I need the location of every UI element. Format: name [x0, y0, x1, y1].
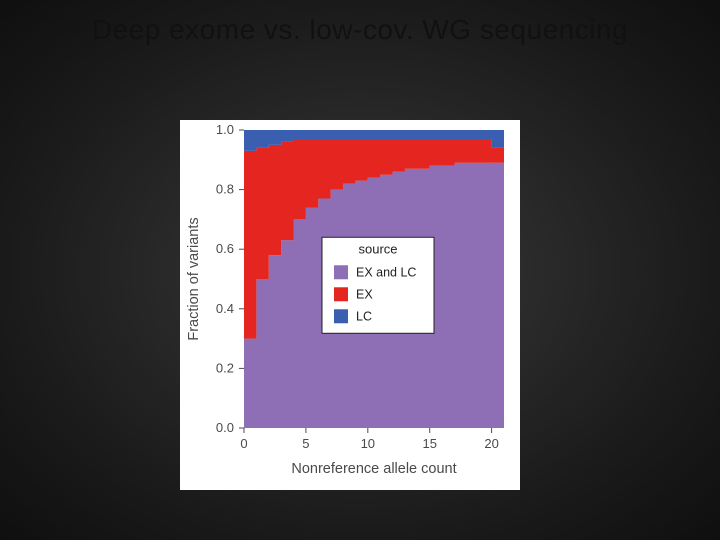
x-tick-label: 15	[422, 436, 436, 451]
y-tick-label: 0.8	[216, 182, 234, 197]
slide: Deep exome vs. low-cov. WG sequencing 0 5…	[0, 0, 720, 540]
x-axis-label: Nonreference allele count	[291, 461, 456, 477]
y-tick-label: 0.6	[216, 241, 234, 256]
legend-label: EX and LC	[356, 265, 416, 279]
chart-container: 0 5 10 15 20 0.0 0.2 0.4 0.6 0.8 1.0 Fraction of va…	[180, 120, 520, 490]
slide-title: Deep exome vs. low-cov. WG sequencing	[0, 14, 720, 46]
y-tick-label: 1.0	[216, 122, 234, 137]
legend-swatch	[334, 287, 348, 301]
y-axis-label: Fraction of variants	[186, 217, 202, 340]
x-tick-label: 5	[302, 436, 309, 451]
legend: source EX and LC EX LC	[322, 237, 434, 333]
legend-title: source	[358, 241, 397, 256]
stacked-area-chart: 0 5 10 15 20 0.0 0.2 0.4 0.6 0.8 1.0 Fraction of va…	[180, 120, 520, 490]
x-tick-label: 10	[361, 436, 375, 451]
legend-label: LC	[356, 309, 372, 323]
legend-label: EX	[356, 287, 373, 301]
x-tick-label: 0	[240, 436, 247, 451]
legend-swatch	[334, 265, 348, 279]
y-tick-label: 0.0	[216, 420, 234, 435]
legend-swatch	[334, 309, 348, 323]
x-tick-label: 20	[484, 436, 498, 451]
y-tick-label: 0.2	[216, 360, 234, 375]
y-tick-label: 0.4	[216, 301, 234, 316]
